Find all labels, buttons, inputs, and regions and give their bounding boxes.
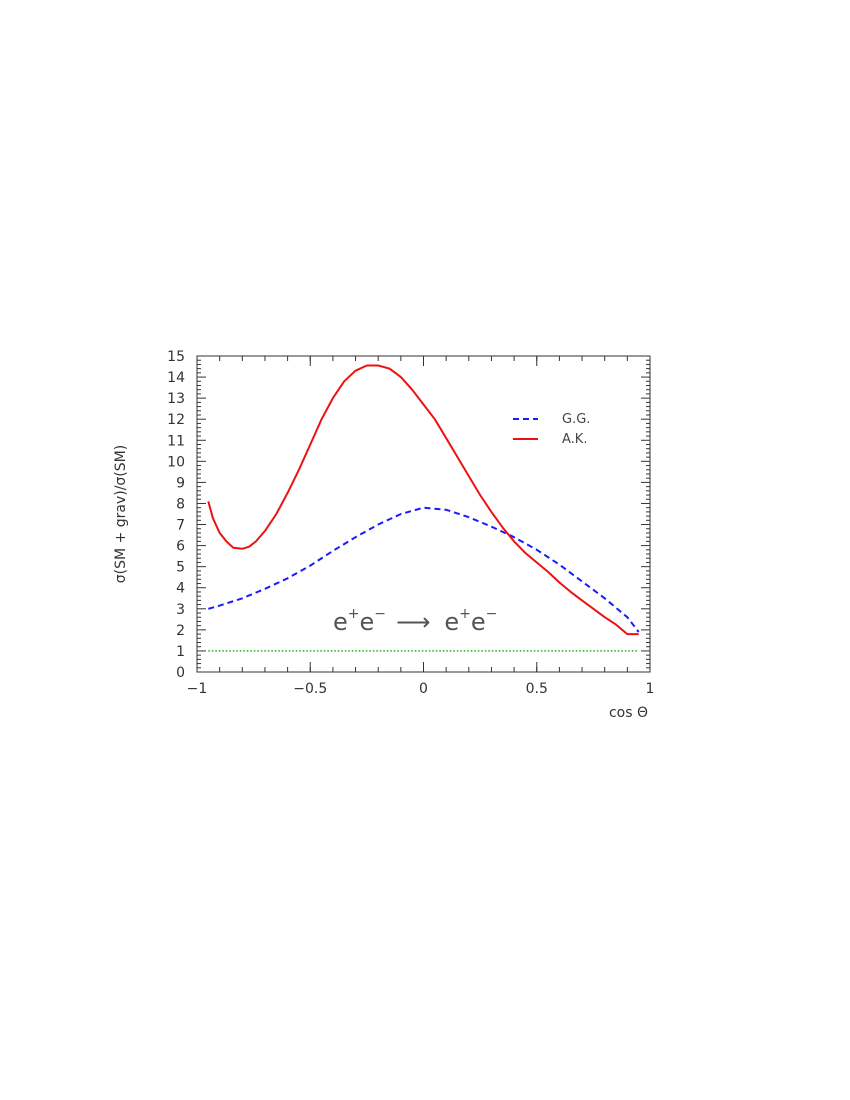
y-tick-label: 3 [176,602,185,618]
x-axis: −1 −0.5 0 0.5 1 [187,356,655,697]
legend-label: G.G. [562,412,590,427]
y-tick-label: 13 [167,391,185,407]
y-tick-label: 12 [167,412,185,428]
y-tick-label: 9 [176,475,185,491]
y-tick-label: 5 [176,560,185,576]
y-tick-label: 11 [167,433,185,449]
annot-e2: e [360,608,375,636]
x-tick-label: 0.5 [526,681,548,697]
x-tick-label: 1 [646,681,655,697]
y-tick-label: 10 [167,454,185,470]
legend: G.G. A.K. [513,412,590,447]
y-tick-label: 7 [176,518,185,534]
y-tick-label: 0 [176,665,185,681]
y-tick-label: 14 [167,370,185,386]
x-tick-label: −0.5 [293,681,327,697]
annot-sup-plus1: + [348,606,360,622]
x-tick-label: −1 [187,681,208,697]
y-tick-label: 2 [176,623,185,639]
y-axis-label: σ(SM + grav)/σ(SM) [113,445,129,583]
legend-label: A.K. [562,432,587,447]
annot-e1: e [333,608,348,636]
series-layer [207,364,640,652]
annot-e4: e [471,608,486,636]
annot-sup-minus1: − [374,606,386,622]
y-tick-label: 15 [167,349,185,365]
annot-sup-minus2: − [486,606,498,622]
series-line-a-k [207,364,639,636]
annot-sup-plus2: + [459,606,471,622]
x-axis-label: cos Θ [609,705,648,721]
y-tick-label: 1 [176,644,185,660]
y-tick-label: 8 [176,496,185,512]
annot-arrow: ⟶ [396,608,430,636]
y-tick-label: 6 [176,539,185,555]
annotation-process: e+e− ⟶ e+e− [333,606,497,636]
annot-e3: e [444,608,459,636]
y-tick-label: 4 [176,581,185,597]
x-tick-label: 0 [419,681,428,697]
